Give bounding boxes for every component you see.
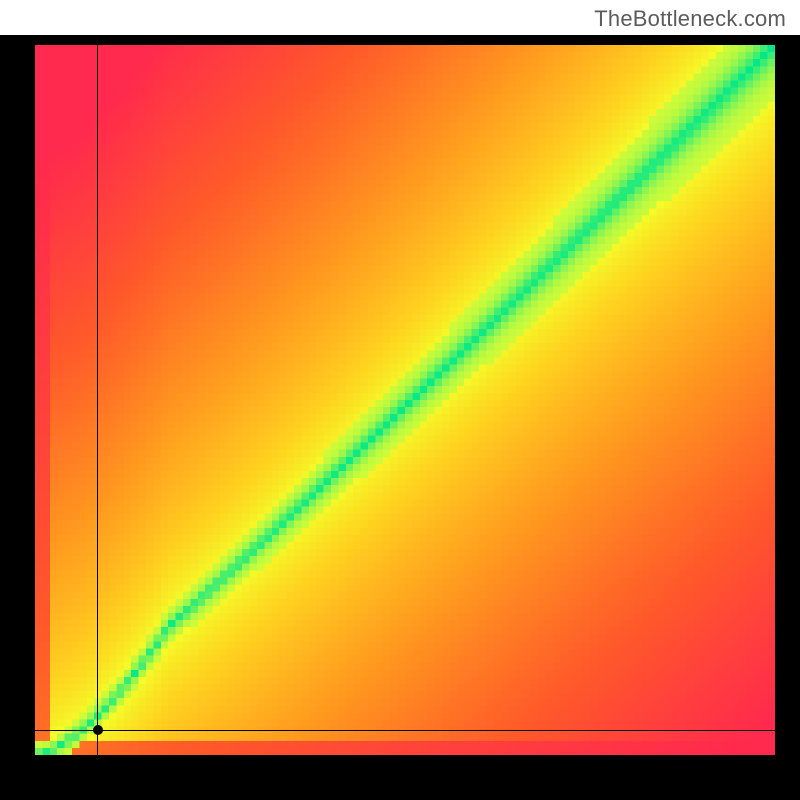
crosshair-marker — [93, 725, 103, 735]
crosshair-horizontal — [35, 730, 775, 731]
watermark-text: TheBottleneck.com — [594, 6, 786, 32]
crosshair-vertical — [97, 45, 98, 755]
heatmap-canvas — [35, 45, 775, 755]
heatmap-plot-area — [35, 45, 775, 755]
